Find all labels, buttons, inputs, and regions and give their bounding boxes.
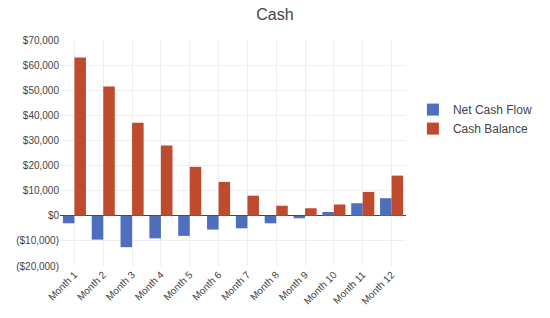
svg-text:Month 12: Month 12 [359,269,397,307]
svg-text:Cash: Cash [256,6,293,23]
svg-text:$0: $0 [48,210,60,221]
svg-text:Month 1: Month 1 [46,269,80,303]
svg-text:Month 11: Month 11 [331,269,368,306]
svg-text:Month 6: Month 6 [190,269,224,303]
svg-text:Month 3: Month 3 [104,269,138,303]
svg-text:Cash Balance: Cash Balance [453,122,528,136]
svg-text:($20,000): ($20,000) [16,261,59,272]
svg-text:Month 10: Month 10 [302,269,340,307]
svg-text:Month 8: Month 8 [248,269,282,303]
svg-text:Month 2: Month 2 [75,269,109,303]
svg-text:$40,000: $40,000 [23,110,60,121]
svg-text:$10,000: $10,000 [23,185,60,196]
svg-text:$30,000: $30,000 [23,135,60,146]
svg-text:$70,000: $70,000 [23,35,60,46]
svg-text:Month 4: Month 4 [133,269,167,303]
svg-text:Net Cash Flow: Net Cash Flow [453,103,532,117]
svg-text:Month 5: Month 5 [161,269,195,303]
svg-text:Month 7: Month 7 [219,269,253,303]
svg-text:($10,000): ($10,000) [16,235,59,246]
svg-text:$20,000: $20,000 [23,160,60,171]
svg-text:$50,000: $50,000 [23,85,60,96]
svg-text:Month 9: Month 9 [277,269,311,303]
svg-text:$60,000: $60,000 [23,60,60,71]
